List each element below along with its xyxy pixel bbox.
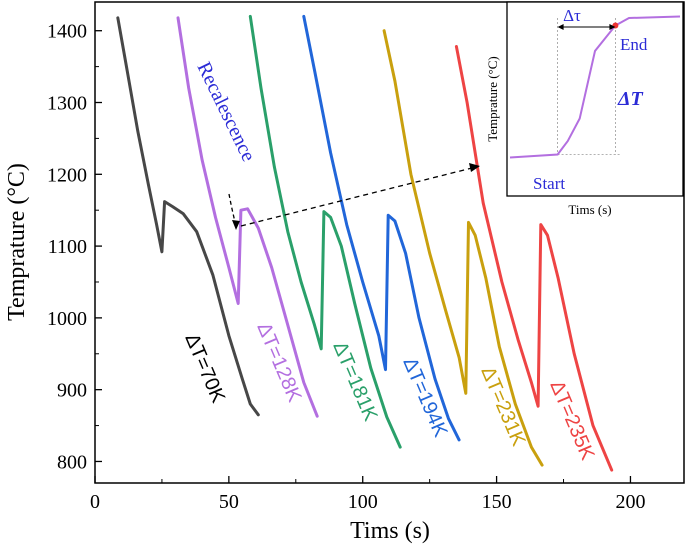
series-line-3 — [302, 14, 461, 442]
x-tick-label: 100 — [348, 491, 378, 513]
plot-frame — [94, 1, 685, 484]
inset-pointer-arrow — [240, 167, 473, 227]
series-labels: ΔT=70K ΔT=128K ΔT=181K ΔT=194K ΔT=231K Δ… — [180, 319, 598, 463]
inset-delta-tau-arrowhead-left — [557, 24, 564, 30]
inset-delta-tau-arrowhead-right — [609, 24, 616, 30]
inset-panel: Δτ End ΔT Start Tims (s) Temprature (°C) — [485, 1, 684, 217]
series-label-194k: ΔT=194K — [398, 354, 451, 440]
series-layer — [116, 14, 614, 472]
series-label-70k: ΔT=70K — [180, 330, 229, 406]
y-tick-label: 1200 — [47, 164, 87, 186]
y-axis: 800 900 1000 1100 1200 1300 1400 — [47, 21, 102, 473]
x-axis: 0 50 100 150 200 — [90, 476, 645, 513]
y-tick-label: 1100 — [48, 236, 87, 258]
series-line-0 — [116, 16, 260, 417]
y-tick-label: 1000 — [47, 308, 87, 330]
inset-guides — [557, 18, 622, 155]
x-tick-label: 0 — [90, 491, 100, 513]
series-line-2 — [248, 14, 402, 449]
y-axis-title: Temprature (°C) — [4, 163, 30, 321]
y-tick-label: 900 — [57, 380, 87, 402]
inset-delta-tau-label: Δτ — [563, 6, 581, 25]
x-tick-label: 200 — [615, 491, 645, 513]
recalescence-arrow-head — [232, 220, 240, 230]
inset-curve — [509, 15, 681, 159]
inset-start-label: Start — [533, 174, 565, 193]
inset-pointer-arrow-head — [469, 163, 480, 172]
x-axis-title: Tims (s) — [350, 518, 430, 544]
inset-end-label: End — [620, 35, 648, 54]
recalescence-label: Recalescence — [193, 59, 260, 166]
series-line-1 — [176, 16, 319, 418]
series-label-231k: ΔT=231K — [476, 363, 529, 449]
inset-delta-T-label: ΔT — [617, 88, 644, 110]
inset-y-axis-title: Temprature (°C) — [485, 56, 500, 142]
series-line-5 — [454, 45, 614, 472]
inset-frame — [506, 1, 684, 197]
y-tick-label: 800 — [57, 451, 87, 473]
x-tick-label: 50 — [219, 491, 239, 513]
series-line-4 — [382, 29, 544, 467]
x-tick-label: 150 — [482, 491, 512, 513]
y-tick-label: 1400 — [47, 21, 87, 43]
y-tick-label: 1300 — [47, 93, 87, 115]
inset-x-axis-title: Tims (s) — [568, 202, 611, 217]
